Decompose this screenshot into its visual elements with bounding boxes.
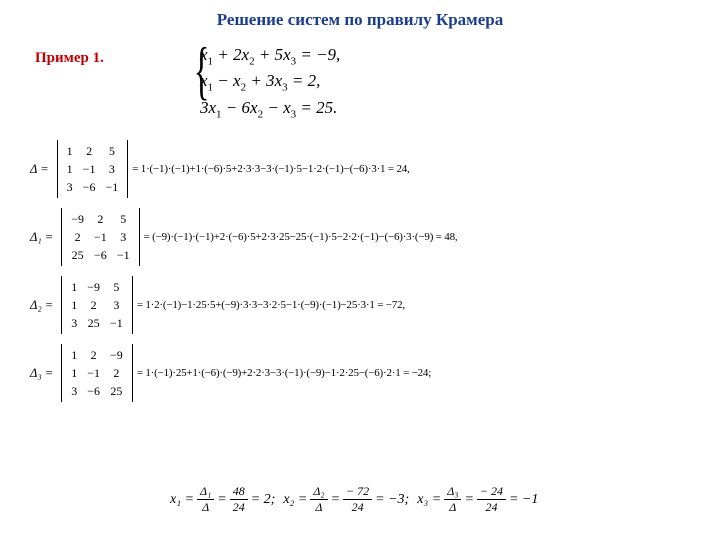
determinants-section: Δ = 1132−1−653−1= 1·(−1)·(−1)+1·(−6)·5+2·… [30,140,700,412]
solutions-row: x₁ = Δ₁Δ = 4824 = 2; x₂ = Δ₂Δ = − 7224 = … [170,484,546,515]
equation-1: x1 + 2x2 + 5x3 = −9, [200,45,340,67]
determinant-row: Δ₃ = 1132−1−6−9225 = 1·(−1)·25+1·(−6)·(−9)… [30,344,700,402]
solution-item: x₃ = Δ₃Δ = − 2424 = −1 [417,484,538,515]
det-label: Δ = [30,162,49,177]
example-label: Пример 1. [35,50,104,67]
page-title: Решение систем по правилу Крамера [20,10,700,30]
det-matrix: 1132−1−653−1 [57,140,129,198]
equation-2: x1 − x2 + 3x3 = 2, [200,71,340,93]
det-matrix: −92252−1−653−1 [61,208,139,266]
det-matrix: 1132−1−6−9225 [61,344,133,402]
det-expansion: = 1·(−1)·(−1)+1·(−6)·5+2·3·3−3·(−1)·5−1·… [132,163,409,175]
determinant-row: Δ₁ = −92252−1−653−1 = (−9)·(−1)·(−1)+2·(−6… [30,208,700,266]
det-expansion: = 1·(−1)·25+1·(−6)·(−9)+2·2·3−3·(−1)·(−9… [137,367,431,379]
equation-3: 3x1 − 6x2 − x3 = 25. [200,98,340,120]
det-matrix: 113−922553−1 [61,276,133,334]
solution-item: x₁ = Δ₁Δ = 4824 = 2; [170,484,275,515]
det-label: Δ₂ = [30,298,53,313]
determinant-row: Δ = 1132−1−653−1= 1·(−1)·(−1)+1·(−6)·5+2·… [30,140,700,198]
solution-item: x₂ = Δ₂Δ = − 7224 = −3; [283,484,409,515]
det-label: Δ₃ = [30,366,53,381]
det-expansion: = 1·2·(−1)−1·25·5+(−9)·3·3−3·2·5−1·(−9)·… [137,299,405,311]
brace-icon: { [194,39,210,104]
det-expansion: = (−9)·(−1)·(−1)+2·(−6)·5+2·3·25−25·(−1)… [144,231,458,243]
det-label: Δ₁ = [30,230,53,245]
equation-system: { x1 + 2x2 + 5x3 = −9, x1 − x2 + 3x3 = 2… [200,45,340,124]
determinant-row: Δ₂ = 113−922553−1 = 1·2·(−1)−1·25·5+(−9)·3… [30,276,700,334]
